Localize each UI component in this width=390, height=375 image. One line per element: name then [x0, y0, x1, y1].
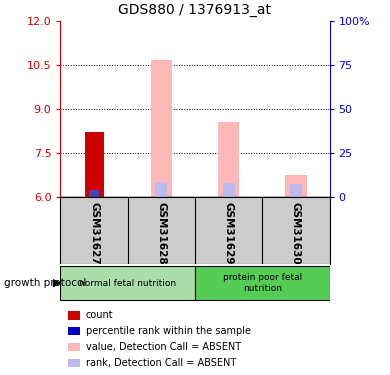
Bar: [60, 266, 195, 300]
Bar: [195, 266, 330, 300]
Text: rank, Detection Call = ABSENT: rank, Detection Call = ABSENT: [86, 358, 236, 368]
Bar: [285, 175, 307, 197]
Text: protein poor fetal
nutrition: protein poor fetal nutrition: [223, 273, 302, 293]
Text: value, Detection Call = ABSENT: value, Detection Call = ABSENT: [86, 342, 241, 352]
Bar: [151, 60, 172, 197]
Text: count: count: [86, 310, 113, 320]
Bar: [290, 184, 302, 197]
Text: ▶: ▶: [53, 278, 61, 288]
Title: GDS880 / 1376913_at: GDS880 / 1376913_at: [119, 3, 271, 17]
Bar: [85, 132, 103, 197]
Text: GSM31628: GSM31628: [156, 202, 167, 265]
Text: GSM31627: GSM31627: [89, 202, 99, 265]
Text: GSM31629: GSM31629: [223, 202, 234, 265]
Text: GSM31630: GSM31630: [291, 202, 301, 265]
Bar: [89, 190, 99, 197]
Text: growth protocol: growth protocol: [4, 278, 86, 288]
Bar: [155, 182, 167, 197]
Text: normal fetal nutrition: normal fetal nutrition: [79, 279, 176, 288]
Bar: [218, 122, 239, 197]
Bar: [223, 183, 235, 197]
Text: percentile rank within the sample: percentile rank within the sample: [86, 326, 251, 336]
